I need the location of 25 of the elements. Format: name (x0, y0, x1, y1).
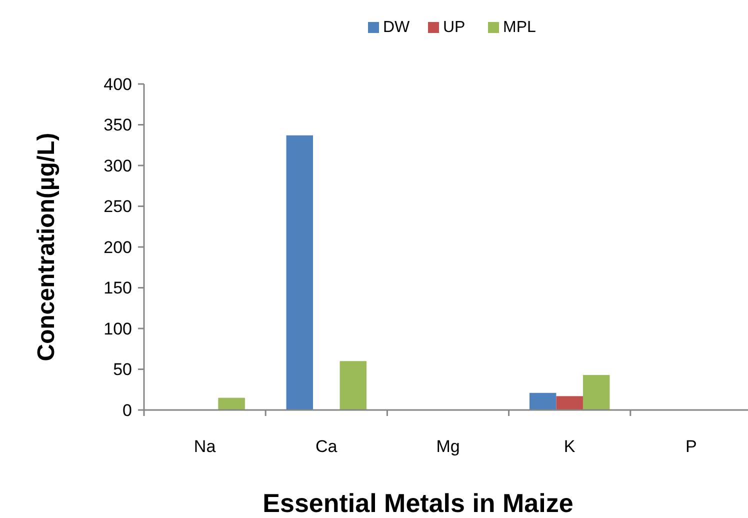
x-tick-label: Na (194, 437, 216, 456)
y-tick-label: 250 (104, 197, 132, 216)
y-tick-label: 300 (104, 156, 132, 176)
y-tick-label: 150 (104, 278, 132, 298)
bar (556, 396, 583, 410)
x-tick-label: Mg (436, 437, 460, 456)
bar (340, 361, 367, 410)
bar (529, 392, 556, 410)
bar (218, 398, 245, 410)
y-tick-label: 400 (104, 74, 132, 94)
y-tick-label: 0 (122, 400, 132, 420)
y-axis-title: Concentration(µg/L) (33, 132, 60, 362)
legend-label: MPL (503, 19, 536, 36)
y-tick-label: 100 (104, 319, 132, 338)
legend-label: DW (383, 19, 411, 36)
legend-label: UP (443, 19, 466, 36)
y-tick-label: 200 (104, 238, 132, 257)
bar (286, 135, 314, 410)
x-tick-label: P (686, 437, 697, 456)
x-tick-label: Ca (316, 437, 338, 456)
x-axis-title: Essential Metals in Maize (262, 488, 574, 518)
y-tick-label: 350 (104, 116, 132, 135)
y-tick-label: 50 (113, 360, 132, 380)
bar (582, 374, 610, 410)
x-tick-label: K (564, 437, 576, 456)
